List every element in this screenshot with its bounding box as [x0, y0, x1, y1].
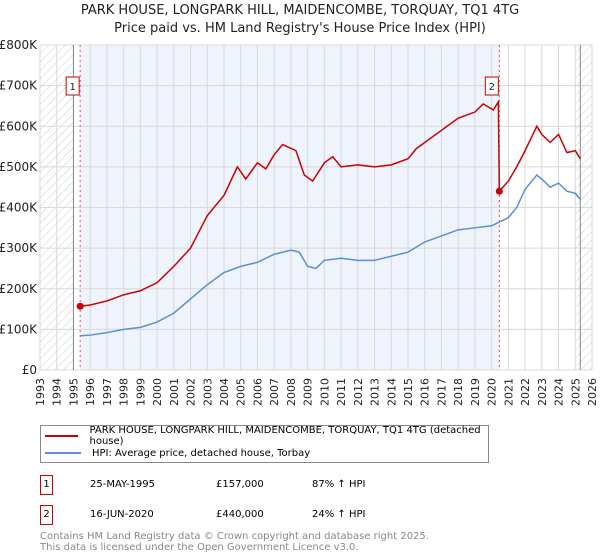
- annotation-box: [484, 76, 499, 96]
- annotation-box: [65, 76, 80, 96]
- x-tick-label: 2004: [218, 378, 231, 406]
- transaction-date: 25-MAY-1995: [90, 479, 156, 490]
- x-tick-label: 2018: [452, 378, 465, 406]
- chart-title: PARK HOUSE, LONGPARK HILL, MAIDENCOMBE, …: [80, 3, 520, 18]
- x-tick-label: 2001: [168, 378, 181, 406]
- x-tick-label: 1995: [67, 378, 80, 406]
- y-tick-label: £0: [22, 363, 37, 377]
- x-tick-label: 2005: [235, 378, 248, 406]
- transaction-price: £157,000: [216, 479, 264, 490]
- legend-line-red: [45, 435, 79, 437]
- legend-label: PARK HOUSE, LONGPARK HILL, MAIDENCOMBE, …: [89, 425, 481, 447]
- x-tick-label: 2017: [435, 378, 448, 406]
- x-tick-label: 1994: [51, 378, 64, 406]
- x-tick-label: 2006: [251, 378, 264, 406]
- x-tick-label: 2011: [335, 378, 348, 406]
- x-tick-label: 2010: [318, 378, 331, 406]
- annotation-label: 2: [489, 82, 495, 93]
- x-tick-label: 2019: [469, 378, 482, 406]
- y-tick-label: £200K: [0, 282, 38, 296]
- series-line: [80, 173, 581, 337]
- transaction-hpi: 87% ↑ HPI: [312, 479, 366, 490]
- x-tick-label: 2024: [553, 378, 566, 406]
- x-tick-label: 2022: [519, 378, 532, 406]
- transaction-badge: 1: [40, 475, 53, 495]
- transaction-badge: 2: [40, 505, 53, 525]
- sale-point: [76, 302, 84, 310]
- x-tick-label: 2003: [201, 378, 214, 406]
- y-tick-label: £100K: [0, 322, 38, 336]
- x-tick-label: 2014: [385, 378, 398, 406]
- x-tick-label: 2008: [285, 378, 298, 406]
- transaction-date: 16-JUN-2020: [90, 509, 154, 520]
- y-tick-label: £600K: [0, 119, 38, 133]
- footer-licence: This data is licensed under the Open Gov…: [40, 542, 359, 553]
- x-tick-label: 1997: [101, 378, 114, 406]
- footer: Contains HM Land Registry data © Crown c…: [40, 531, 429, 553]
- x-tick-label: 2013: [369, 378, 382, 406]
- x-tick-label: 2021: [502, 378, 515, 406]
- x-tick-label: 2025: [569, 378, 582, 406]
- transaction-price: £440,000: [216, 509, 264, 520]
- x-tick-label: 2002: [185, 378, 198, 406]
- legend: PARK HOUSE, LONGPARK HILL, MAIDENCOMBE, …: [40, 425, 489, 463]
- x-tick-label: 1999: [134, 378, 147, 406]
- legend-label: HPI: Average price, detached house, Torb…: [92, 447, 311, 459]
- sale-point: [495, 187, 503, 195]
- legend-item-property: PARK HOUSE, LONGPARK HILL, MAIDENCOMBE, …: [45, 425, 488, 447]
- transaction-hpi: 24% ↑ HPI: [312, 509, 366, 520]
- x-tick-label: 2000: [151, 378, 164, 406]
- chart-subtitle: Price paid vs. HM Land Registry's House …: [114, 21, 486, 36]
- legend-line-blue: [45, 452, 81, 454]
- y-tick-label: £700K: [0, 79, 38, 93]
- x-tick-label: 2012: [352, 378, 365, 406]
- x-tick-label: 2007: [268, 378, 281, 406]
- y-tick-label: £300K: [0, 241, 38, 255]
- y-tick-label: £400K: [0, 201, 38, 215]
- y-tick-label: £800K: [0, 38, 38, 52]
- footer-copyright: Contains HM Land Registry data © Crown c…: [40, 531, 429, 542]
- legend-item-hpi: HPI: Average price, detached house, Torb…: [45, 446, 310, 460]
- x-tick-label: 2020: [486, 378, 499, 406]
- price-chart: 1993 1994 1995 1996 1997 1998 1999 2000 2001 2002…: [0, 38, 599, 406]
- y-tick-label: £500K: [0, 160, 38, 174]
- x-tick-label: 1998: [118, 378, 131, 406]
- series-line: [80, 99, 581, 307]
- annotation-label: 1: [69, 82, 75, 93]
- x-tick-label: 2009: [302, 378, 315, 406]
- x-tick-label: 2015: [402, 378, 415, 406]
- x-tick-label: 2016: [419, 378, 432, 406]
- x-tick-label: 1996: [84, 378, 97, 406]
- x-tick-label: 2023: [536, 378, 549, 406]
- x-tick-label: 2026: [586, 378, 599, 406]
- x-tick-label: 1993: [34, 378, 47, 406]
